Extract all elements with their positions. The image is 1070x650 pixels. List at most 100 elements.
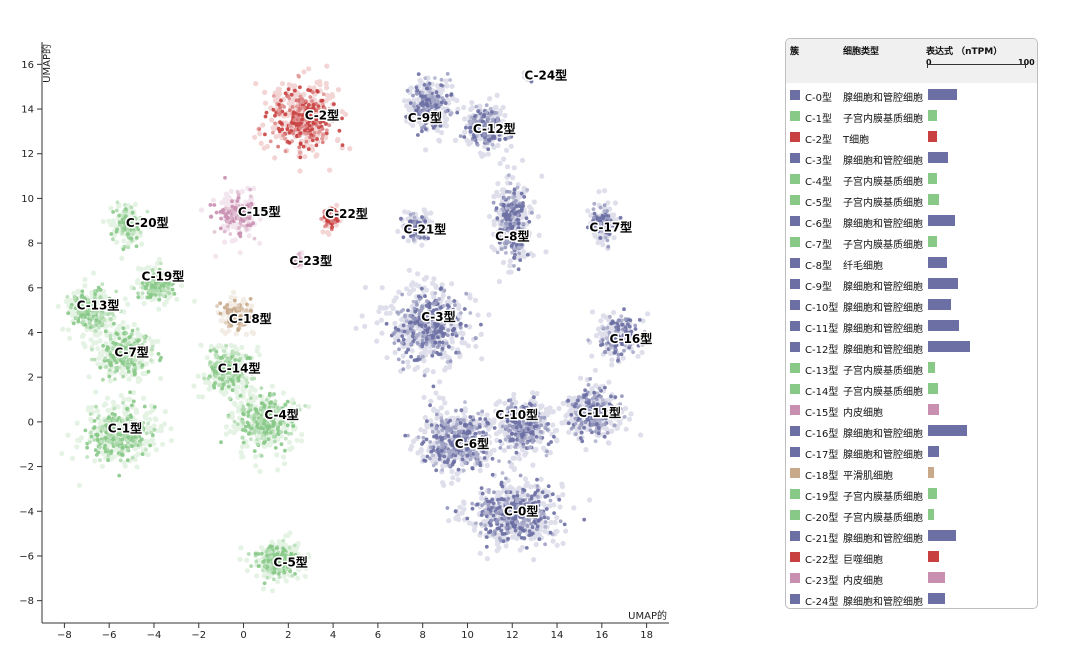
cell-point <box>103 418 107 423</box>
cell-point-halo <box>103 401 109 407</box>
cell-point <box>537 537 542 541</box>
cell-point-halo <box>500 259 507 266</box>
cell-point-halo <box>244 568 250 574</box>
cell-point-halo <box>74 420 80 426</box>
cell-point-halo <box>257 240 263 246</box>
cell-point-halo <box>566 429 572 435</box>
cell-point-halo <box>577 375 584 381</box>
cell-point-halo <box>638 432 644 438</box>
cell-point <box>320 140 325 145</box>
cell-point-halo <box>132 201 138 207</box>
cell-point <box>427 303 432 308</box>
cell-point <box>241 404 246 409</box>
cell-point <box>496 497 500 502</box>
cell-point <box>262 441 266 445</box>
cell-point-halo <box>559 483 566 489</box>
cell-point <box>484 544 489 549</box>
cell-point-halo <box>440 463 446 469</box>
cell-point-halo <box>302 573 308 579</box>
cell-point <box>478 530 483 535</box>
cell-point <box>300 117 304 122</box>
cell-point <box>447 345 451 349</box>
cell-point-halo <box>477 150 483 156</box>
cell-point <box>265 424 269 429</box>
cell-point <box>424 342 429 347</box>
cell-point <box>304 131 308 136</box>
cell-point-halo <box>428 418 434 424</box>
cell-point-halo <box>510 175 516 181</box>
cell-point-halo <box>511 165 517 171</box>
cell-point-halo <box>639 349 645 356</box>
cell-point-halo <box>413 282 419 288</box>
cell-point <box>453 509 458 514</box>
cell-point-halo <box>417 77 423 83</box>
cell-point <box>121 401 125 405</box>
cell-point <box>441 334 445 338</box>
cell-point-halo <box>520 447 526 453</box>
cell-point <box>497 501 501 505</box>
cell-point <box>291 424 296 428</box>
cell-point <box>535 477 539 482</box>
cell-point-halo <box>485 453 491 459</box>
cell-point-halo <box>155 338 161 344</box>
cell-point <box>130 444 134 449</box>
cell-point <box>419 286 424 291</box>
cell-point <box>252 449 257 453</box>
cell-point-halo <box>229 414 235 420</box>
cell-point <box>283 430 288 435</box>
cell-point-halo <box>383 305 389 311</box>
cell-point <box>491 501 496 506</box>
cell-point-halo <box>606 379 612 385</box>
cell-point-halo <box>469 105 475 111</box>
cell-point-halo <box>96 355 102 361</box>
cell-point <box>539 516 543 521</box>
cell-point-halo <box>486 433 492 440</box>
cell-point-halo <box>311 85 317 91</box>
cell-point-halo <box>131 390 137 396</box>
cell-point-halo <box>479 356 485 362</box>
cell-point <box>120 437 125 442</box>
cell-point <box>98 458 102 463</box>
cell-point <box>445 506 450 510</box>
cell-point-halo <box>100 348 107 354</box>
cell-point-halo <box>196 394 202 400</box>
cell-point-halo <box>547 450 553 456</box>
cell-point <box>488 529 493 534</box>
cell-point <box>428 329 433 334</box>
cell-point <box>434 299 439 304</box>
cell-point-halo <box>449 339 455 345</box>
cell-point <box>283 91 288 96</box>
cell-point-halo <box>428 210 434 216</box>
cell-point <box>129 415 134 419</box>
cell-point-halo <box>517 547 523 553</box>
cell-point <box>511 524 516 529</box>
cell-point-halo <box>408 288 414 295</box>
cell-point-halo <box>486 213 493 220</box>
cell-point-halo <box>273 134 279 140</box>
cell-point-halo <box>497 108 503 114</box>
cell-point <box>530 525 535 530</box>
cell-point-halo <box>294 437 300 443</box>
cell-point <box>109 440 113 444</box>
cell-point <box>92 419 97 423</box>
cell-point-halo <box>444 83 450 89</box>
cell-point-halo <box>485 151 491 157</box>
cell-point <box>144 431 149 436</box>
cell-point <box>291 131 295 136</box>
cell-point-halo <box>459 510 465 516</box>
cell-point-halo <box>550 409 556 415</box>
cell-point-halo <box>563 528 569 534</box>
cell-point-halo <box>479 495 485 501</box>
cell-point-halo <box>238 400 244 406</box>
cell-point-halo <box>234 389 240 395</box>
cell-point-halo <box>515 191 521 197</box>
cell-point-halo <box>503 147 510 153</box>
cell-point <box>505 522 510 527</box>
cell-point <box>242 412 246 417</box>
cell-point <box>433 340 438 345</box>
cell-point-halo <box>156 256 162 262</box>
cell-point <box>494 511 499 515</box>
cell-point-halo <box>107 378 113 384</box>
cell-point-halo <box>256 352 262 358</box>
cell-point <box>290 105 295 109</box>
